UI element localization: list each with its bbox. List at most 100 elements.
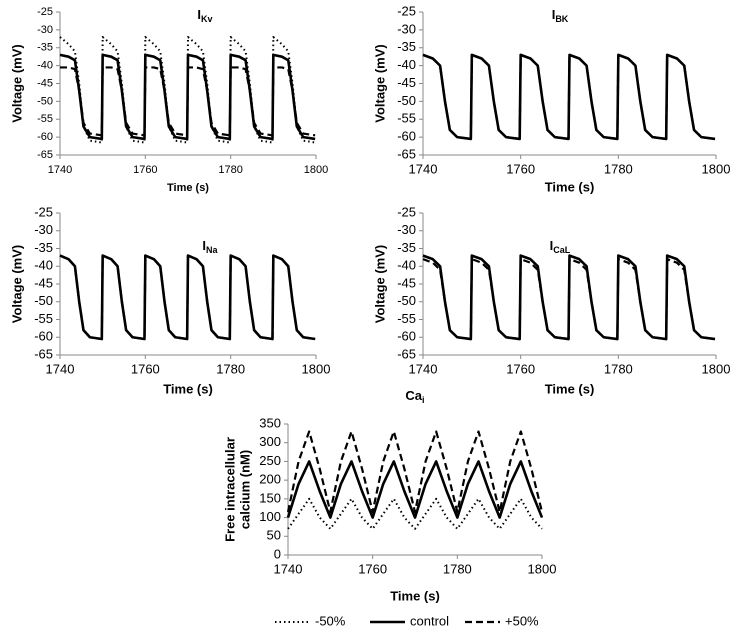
y-tick-label: -40 bbox=[37, 60, 53, 72]
y-tick-label: -30 bbox=[37, 24, 53, 36]
y-tick-label: -65 bbox=[37, 149, 53, 161]
title-subscript: i bbox=[422, 395, 425, 405]
y-tick-label: 150 bbox=[259, 490, 281, 505]
series-line bbox=[60, 66, 316, 137]
x-tick-label: 1780 bbox=[216, 361, 245, 376]
x-axis-label: Time (s) bbox=[545, 381, 595, 396]
x-tick-label: 1740 bbox=[409, 161, 438, 176]
x-tick-label: 1740 bbox=[46, 361, 75, 376]
chart-title: IKv bbox=[197, 7, 212, 24]
y-tick-label: -40 bbox=[397, 258, 416, 273]
chart-title: Cai bbox=[405, 388, 424, 405]
chart-title: INa bbox=[202, 238, 218, 255]
legend-label: +50% bbox=[505, 613, 539, 628]
series-line bbox=[422, 258, 716, 341]
y-tick-label: -50 bbox=[34, 293, 53, 308]
y-tick-label: -55 bbox=[397, 111, 416, 126]
series-line bbox=[59, 254, 316, 341]
title-main: I bbox=[552, 7, 556, 22]
x-tick-label: 1780 bbox=[604, 361, 633, 376]
x-tick-label: 1780 bbox=[604, 161, 633, 176]
title-subscript: CaL bbox=[553, 245, 571, 255]
y-tick-label: 250 bbox=[259, 453, 281, 468]
legend-label: control bbox=[410, 613, 449, 628]
y-tick-label: -65 bbox=[397, 146, 416, 161]
y-tick-label: 100 bbox=[259, 509, 281, 524]
y-tick-label: -50 bbox=[397, 93, 416, 108]
y-tick-label: 200 bbox=[259, 472, 281, 487]
y-axis-label: Free intracellular bbox=[222, 437, 237, 542]
title-main: Ca bbox=[405, 388, 422, 403]
y-axis-label: Voltage (mV) bbox=[9, 245, 24, 324]
x-tick-label: 1800 bbox=[702, 361, 731, 376]
x-axis-label: Time (s) bbox=[167, 182, 209, 194]
y-axis-label: calcium (nM) bbox=[237, 450, 252, 529]
y-tick-label: -65 bbox=[34, 346, 53, 361]
y-tick-label: -40 bbox=[34, 258, 53, 273]
chart-title: ICaL bbox=[550, 238, 571, 255]
y-tick-label: -45 bbox=[37, 77, 53, 89]
series-line bbox=[286, 430, 544, 514]
legend-label: -50% bbox=[315, 613, 346, 628]
title-main: I bbox=[197, 7, 201, 22]
x-tick-label: 1800 bbox=[702, 161, 731, 176]
chart-title: IBK bbox=[552, 7, 569, 24]
y-tick-label: -55 bbox=[34, 311, 53, 326]
title-main: I bbox=[202, 238, 206, 253]
y-tick-label: -50 bbox=[37, 95, 53, 107]
y-tick-label: -30 bbox=[397, 21, 416, 36]
y-tick-label: -35 bbox=[397, 240, 416, 255]
y-tick-label: -55 bbox=[37, 113, 53, 125]
x-tick-label: 1740 bbox=[409, 361, 438, 376]
x-tick-label: 1800 bbox=[528, 561, 557, 576]
series-line bbox=[287, 497, 543, 530]
y-tick-label: -50 bbox=[397, 293, 416, 308]
title-subscript: Na bbox=[206, 245, 218, 255]
y-tick-label: 0 bbox=[274, 546, 281, 561]
series-line bbox=[286, 460, 544, 519]
x-tick-label: 1740 bbox=[48, 164, 72, 176]
y-tick-label: -45 bbox=[397, 275, 416, 290]
y-tick-label: -35 bbox=[397, 39, 416, 54]
y-tick-label: -35 bbox=[34, 240, 53, 255]
title-subscript: Kv bbox=[201, 14, 213, 24]
y-axis-label: Voltage (mV) bbox=[372, 44, 387, 123]
y-axis-label: Voltage (mV) bbox=[9, 44, 24, 123]
y-tick-label: -65 bbox=[397, 346, 416, 361]
y-tick-label: -35 bbox=[37, 42, 53, 54]
y-tick-label: -25 bbox=[34, 204, 53, 219]
series-line bbox=[422, 53, 716, 141]
x-tick-label: 1780 bbox=[218, 164, 242, 176]
x-tick-label: 1760 bbox=[506, 161, 535, 176]
x-tick-label: 1800 bbox=[304, 164, 328, 176]
y-tick-label: -40 bbox=[397, 57, 416, 72]
x-axis-label: Time (s) bbox=[163, 381, 213, 396]
x-tick-label: 1760 bbox=[358, 561, 387, 576]
y-tick-label: -45 bbox=[397, 75, 416, 90]
y-tick-label: -60 bbox=[37, 131, 53, 143]
x-tick-label: 1760 bbox=[506, 361, 535, 376]
y-tick-label: -30 bbox=[397, 222, 416, 237]
y-tick-label: -25 bbox=[397, 204, 416, 219]
y-tick-label: 350 bbox=[259, 415, 281, 430]
y-tick-label: -60 bbox=[34, 329, 53, 344]
x-axis-label: Time (s) bbox=[390, 588, 440, 603]
y-tick-label: -25 bbox=[37, 6, 53, 18]
y-tick-label: -30 bbox=[34, 222, 53, 237]
y-tick-label: -60 bbox=[397, 129, 416, 144]
y-tick-label: 300 bbox=[259, 434, 281, 449]
y-tick-label: -25 bbox=[397, 3, 416, 18]
y-tick-label: -45 bbox=[34, 275, 53, 290]
y-axis-label: Voltage (mV) bbox=[372, 245, 387, 324]
x-axis-label: Time (s) bbox=[545, 179, 595, 194]
title-main: I bbox=[550, 238, 554, 253]
y-tick-label: -55 bbox=[397, 311, 416, 326]
x-tick-label: 1780 bbox=[443, 561, 472, 576]
x-tick-label: 1740 bbox=[274, 561, 303, 576]
y-tick-label: 50 bbox=[267, 528, 281, 543]
title-subscript: BK bbox=[555, 14, 568, 24]
y-tick-label: -60 bbox=[397, 329, 416, 344]
x-tick-label: 1760 bbox=[133, 164, 157, 176]
x-tick-label: 1760 bbox=[131, 361, 160, 376]
